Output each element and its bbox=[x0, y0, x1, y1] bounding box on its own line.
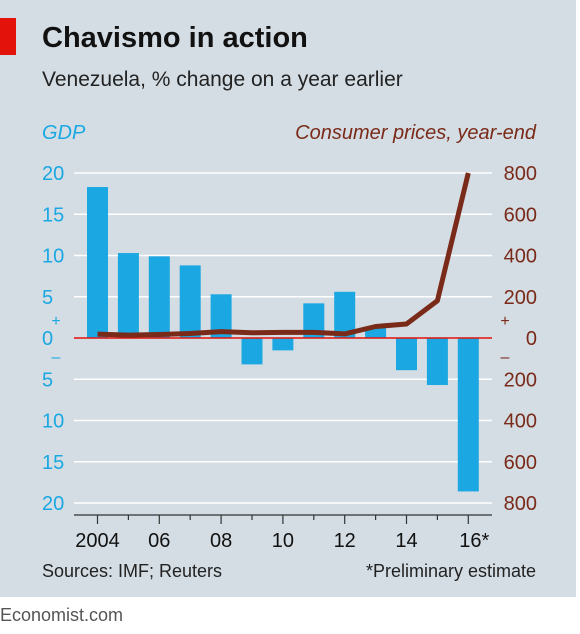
right-tick-label: 400 bbox=[504, 246, 537, 268]
right-tick-label: 600 bbox=[504, 452, 537, 474]
left-tick-label: 10 bbox=[42, 246, 64, 268]
left-tick-label: 15 bbox=[42, 452, 64, 474]
gdp-bar-2016 bbox=[457, 338, 479, 492]
x-tick-label: 16* bbox=[459, 530, 489, 552]
left-tick-label: 5 bbox=[42, 369, 53, 391]
footnote: *Preliminary estimate bbox=[365, 561, 536, 581]
gdp-bar-2004 bbox=[87, 187, 108, 338]
brand-red-tag bbox=[0, 18, 16, 55]
chart-svg: 20 15 10 5 0 5 10 15 20 + – 800 600 400 200 0 200 400 600… bbox=[42, 122, 537, 552]
left-tick-label: 20 bbox=[42, 163, 64, 185]
gdp-bar-2012 bbox=[334, 291, 356, 338]
left-tick-label: 20 bbox=[42, 493, 64, 515]
x-tick-label: 10 bbox=[272, 530, 294, 552]
right-tick-label: 400 bbox=[504, 411, 537, 433]
right-tick-label: 600 bbox=[504, 204, 537, 226]
left-tick-label: 15 bbox=[42, 204, 64, 226]
right-tick-label: 800 bbox=[504, 163, 537, 185]
right-tick-label: 0 bbox=[526, 328, 537, 350]
consumer-prices-line bbox=[97, 172, 471, 338]
source-note: Sources: IMF; Reuters bbox=[42, 561, 223, 581]
right-tick-label: 200 bbox=[504, 287, 537, 309]
right-axis-ticks: 800 600 400 200 0 200 400 600 800 + – bbox=[500, 163, 537, 515]
right-tick-label: 200 bbox=[504, 369, 537, 391]
gdp-bar-2015 bbox=[426, 338, 448, 386]
x-tick-label: 06 bbox=[148, 530, 170, 552]
chart-subtitle: Venezuela, % change on a year earlier bbox=[42, 68, 403, 91]
gdp-bar-2011 bbox=[303, 303, 325, 338]
right-axis-label: Consumer prices, year-end bbox=[295, 122, 537, 144]
gdp-bar-2013 bbox=[365, 327, 387, 338]
gdp-bar-2007 bbox=[179, 265, 201, 338]
left-axis-label: GDP bbox=[42, 122, 86, 144]
left-minus-sign: – bbox=[52, 349, 61, 366]
x-tick-label: 12 bbox=[334, 530, 356, 552]
gdp-bar-2014 bbox=[396, 338, 417, 371]
right-plus-sign: + bbox=[500, 313, 509, 330]
right-tick-label: 800 bbox=[504, 493, 537, 515]
gdp-bar-2008 bbox=[210, 294, 232, 338]
left-tick-label: 5 bbox=[42, 287, 53, 309]
gridlines bbox=[74, 172, 492, 504]
x-tick-label: 08 bbox=[210, 530, 232, 552]
economist-brand: Economist.com bbox=[0, 605, 124, 625]
x-axis-ticks: 2004 06 08 10 12 14 16* bbox=[74, 514, 492, 552]
gdp-bar-2006 bbox=[148, 256, 170, 338]
left-tick-label: 10 bbox=[42, 411, 64, 433]
gdp-bar-2010 bbox=[272, 338, 294, 351]
left-axis-ticks: 20 15 10 5 0 5 10 15 20 + – bbox=[42, 163, 64, 515]
left-tick-label: 0 bbox=[42, 328, 53, 350]
chart-title: Chavismo in action bbox=[42, 22, 308, 54]
x-tick-label: 2004 bbox=[75, 530, 120, 552]
gdp-bar-2005 bbox=[117, 253, 139, 338]
gdp-bars bbox=[87, 187, 479, 492]
left-plus-sign: + bbox=[51, 313, 60, 330]
right-minus-sign: – bbox=[501, 349, 510, 366]
gdp-bar-2009 bbox=[241, 338, 263, 365]
x-tick-label: 14 bbox=[395, 530, 417, 552]
